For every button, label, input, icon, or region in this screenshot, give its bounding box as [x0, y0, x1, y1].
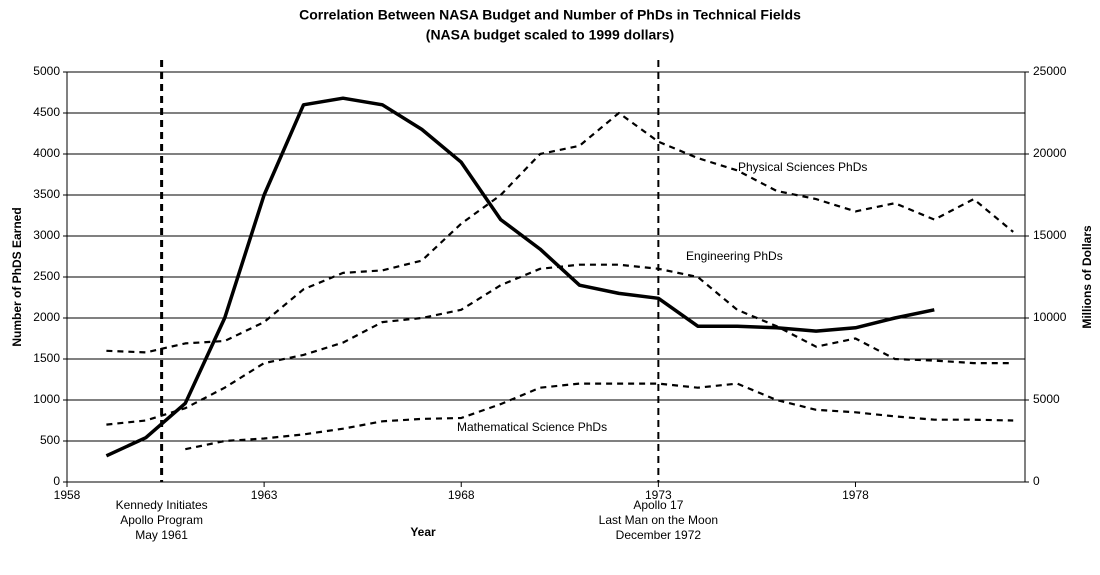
x-tick-label: 1968: [448, 488, 475, 502]
y2-tick-label: 5000: [1033, 392, 1060, 406]
y-tick-label: 4000: [33, 146, 60, 160]
event-label: Kennedy Initiates: [116, 498, 208, 512]
series-label: Physical Sciences PhDs: [738, 160, 867, 174]
event-label: Apollo Program: [120, 513, 203, 527]
y-tick-label: 3500: [33, 187, 60, 201]
y-tick-label: 3000: [33, 228, 60, 242]
y2-axis-title: Millions of Dollars: [1080, 225, 1094, 329]
y-tick-label: 500: [40, 433, 60, 447]
y-tick-label: 2000: [33, 310, 60, 324]
series-line: [106, 111, 1014, 354]
y-tick-label: 1000: [33, 392, 60, 406]
x-tick-label: 1978: [842, 488, 869, 502]
y2-tick-label: 20000: [1033, 146, 1067, 160]
y-tick-label: 0: [53, 474, 60, 488]
series-line: [185, 382, 1014, 451]
series-line: [106, 263, 1014, 426]
event-label: May 1961: [135, 528, 188, 542]
y-tick-label: 5000: [33, 64, 60, 78]
event-label: Apollo 17: [633, 498, 683, 512]
series-label: Engineering PhDs: [686, 249, 783, 263]
x-tick-label: 1973: [645, 488, 672, 502]
series-line: [105, 96, 935, 458]
x-tick-label: 1963: [251, 488, 278, 502]
y2-tick-label: 0: [1033, 474, 1040, 488]
series-label: Mathematical Science PhDs: [457, 420, 607, 434]
chart-subtitle: (NASA budget scaled to 1999 dollars): [426, 27, 674, 43]
y2-tick-label: 10000: [1033, 310, 1067, 324]
y2-tick-label: 25000: [1033, 64, 1067, 78]
y-tick-label: 1500: [33, 351, 60, 365]
x-tick-label: 1958: [54, 488, 81, 502]
x-axis-title: Year: [410, 525, 436, 539]
event-label: Last Man on the Moon: [599, 513, 718, 527]
y-tick-label: 2500: [33, 269, 60, 283]
y-tick-label: 4500: [33, 105, 60, 119]
y2-tick-label: 15000: [1033, 228, 1067, 242]
chart-title: Correlation Between NASA Budget and Numb…: [299, 7, 801, 23]
event-label: December 1972: [616, 528, 702, 542]
y-axis-title: Number of PhDS Earned: [10, 207, 24, 346]
